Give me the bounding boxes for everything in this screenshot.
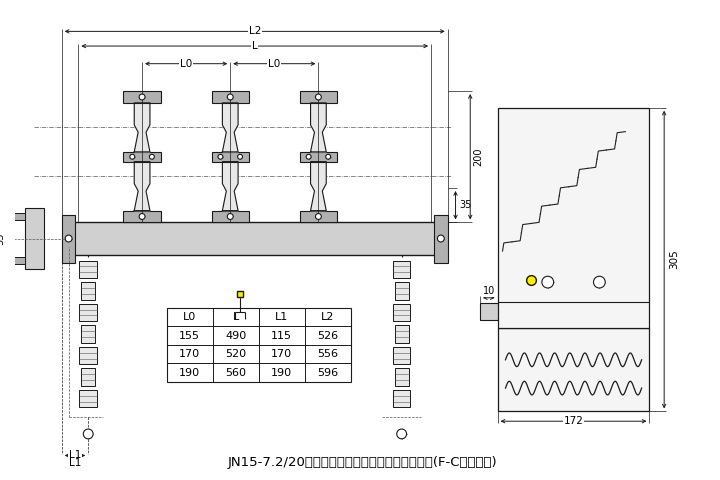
Circle shape (139, 214, 145, 219)
Circle shape (438, 235, 444, 242)
Bar (395, 282, 408, 300)
Polygon shape (134, 162, 150, 211)
Bar (79, 390, 97, 408)
Circle shape (139, 94, 145, 100)
Bar (79, 347, 97, 364)
Circle shape (542, 276, 554, 288)
Bar (434, 215, 448, 263)
Bar (480, 303, 500, 320)
Circle shape (150, 154, 154, 159)
Text: 200: 200 (473, 147, 483, 166)
Polygon shape (310, 162, 326, 211)
Circle shape (84, 429, 93, 439)
Text: 520: 520 (225, 349, 246, 359)
Bar (393, 390, 410, 408)
Bar (123, 91, 161, 103)
Text: 155: 155 (179, 331, 200, 340)
Bar (13, 213, 24, 220)
Bar (212, 211, 249, 222)
Bar (123, 211, 161, 222)
Bar (13, 257, 24, 264)
Bar (498, 108, 649, 328)
Text: 596: 596 (317, 368, 338, 378)
Text: 35: 35 (459, 200, 472, 210)
Bar (81, 325, 95, 343)
Text: L: L (233, 312, 239, 322)
Text: 526: 526 (317, 331, 338, 340)
Text: 190: 190 (271, 368, 292, 378)
Text: 172: 172 (564, 416, 583, 426)
Circle shape (325, 154, 330, 159)
Circle shape (130, 154, 135, 159)
Polygon shape (310, 103, 326, 152)
Text: 170: 170 (271, 349, 292, 359)
Text: 10: 10 (482, 286, 495, 296)
Text: 560: 560 (225, 368, 246, 378)
Bar (79, 304, 97, 321)
Circle shape (306, 154, 311, 159)
Bar (166, 308, 351, 382)
Bar (212, 152, 249, 162)
Text: L0: L0 (180, 59, 192, 69)
Text: 115: 115 (271, 331, 292, 340)
Bar (79, 261, 97, 278)
Bar (24, 208, 44, 269)
Text: 556: 556 (318, 349, 338, 359)
Bar (81, 282, 95, 300)
Text: L1: L1 (69, 458, 81, 468)
Text: L: L (252, 41, 258, 51)
Bar (300, 152, 337, 162)
Bar (81, 368, 95, 386)
Text: L0: L0 (268, 59, 281, 69)
Text: L1: L1 (275, 312, 288, 322)
Text: L2: L2 (321, 312, 334, 322)
Bar (123, 152, 161, 162)
Circle shape (593, 276, 606, 288)
Bar (62, 215, 76, 263)
Text: L2: L2 (248, 26, 261, 36)
Circle shape (315, 214, 321, 219)
Circle shape (228, 214, 233, 219)
Text: 490: 490 (225, 331, 246, 340)
Circle shape (66, 235, 72, 242)
Circle shape (315, 94, 321, 100)
Text: L0: L0 (183, 312, 197, 322)
Bar (393, 261, 410, 278)
Text: 190: 190 (179, 368, 200, 378)
Bar (498, 328, 649, 411)
Text: L1: L1 (69, 451, 81, 460)
Bar (212, 91, 249, 103)
Polygon shape (222, 162, 238, 211)
Polygon shape (222, 103, 238, 152)
Text: 170: 170 (179, 349, 200, 359)
Bar (73, 222, 436, 255)
Text: 305: 305 (669, 250, 679, 269)
Bar (300, 91, 337, 103)
Bar (393, 304, 410, 321)
Bar (393, 347, 410, 364)
Text: JN15-7.2/20户内高压接地开关外形及安装尺寸图(F-C回路柜用): JN15-7.2/20户内高压接地开关外形及安装尺寸图(F-C回路柜用) (228, 456, 498, 469)
Text: 55: 55 (0, 232, 5, 245)
Circle shape (238, 154, 243, 159)
Circle shape (397, 429, 407, 439)
Circle shape (228, 94, 233, 100)
Polygon shape (134, 103, 150, 152)
Circle shape (218, 154, 223, 159)
Bar (395, 325, 408, 343)
Bar (300, 211, 337, 222)
Bar (395, 368, 408, 386)
